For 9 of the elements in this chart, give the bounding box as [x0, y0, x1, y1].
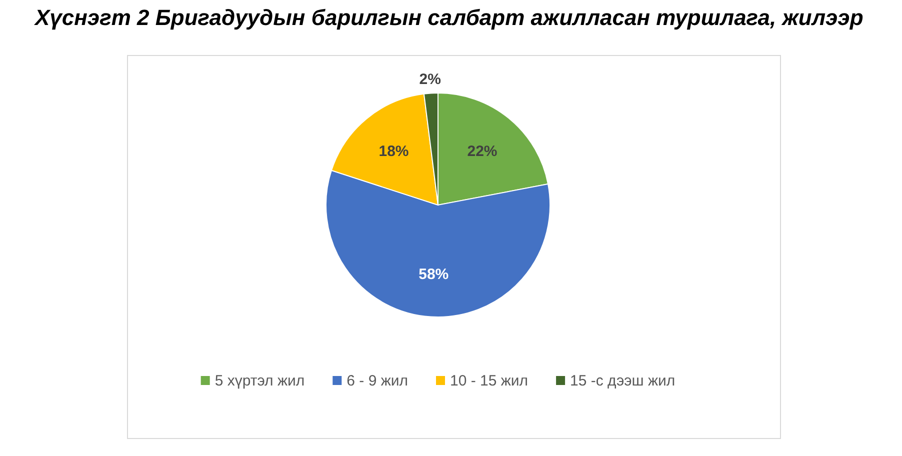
data-label: 58% [418, 266, 449, 283]
chart-title: Хүснэгт 2 Бригадуудын барилгын салбарт ажилласан туршлага, жилээр [33, 5, 864, 30]
legend-label: 15 -с дээш жил [570, 372, 676, 390]
legend-label: 5 хүртэл жил [214, 372, 305, 390]
data-label: 2% [419, 70, 441, 88]
data-label: 18% [378, 142, 409, 160]
legend-label: 6 - 9 жил [346, 372, 408, 390]
data-label: 22% [467, 142, 498, 160]
legend-label: 10 - 15 жил [450, 372, 528, 390]
